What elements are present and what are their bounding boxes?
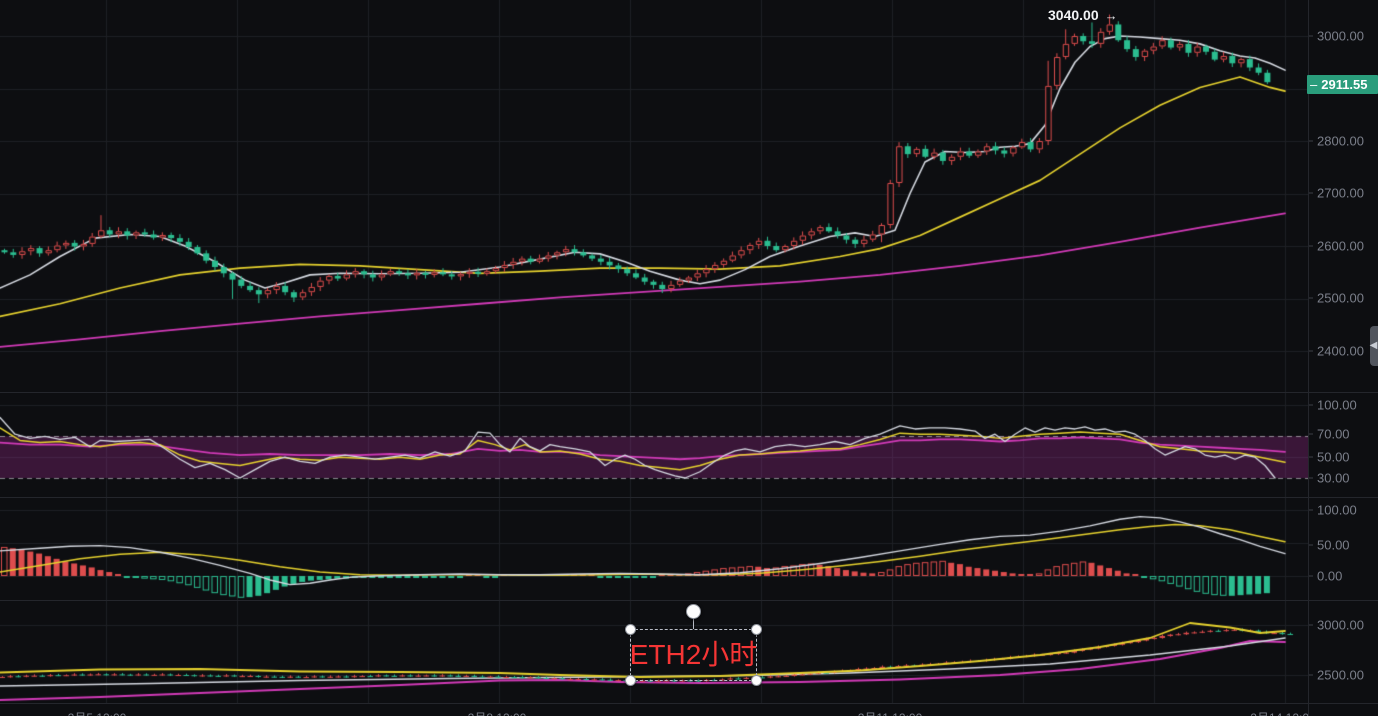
price-axis-label: 2800.00 bbox=[1317, 133, 1364, 149]
panel-separator[interactable] bbox=[0, 600, 1378, 601]
rotation-handle-stem bbox=[693, 615, 694, 629]
macd-panel-canvas[interactable] bbox=[0, 497, 1308, 600]
axis-tick bbox=[1309, 35, 1313, 37]
price-axis-label: 30.00 bbox=[1317, 470, 1350, 486]
time-axis-label: 2月11 12:00 bbox=[858, 709, 923, 716]
axis-panel-toggle[interactable]: ◀ bbox=[1370, 326, 1378, 366]
axis-tick bbox=[1309, 350, 1313, 352]
axis-tick bbox=[1309, 624, 1313, 626]
price-axis-label: 0.00 bbox=[1317, 568, 1343, 584]
time-axis-separator bbox=[0, 703, 1378, 704]
price-badge-tick: – bbox=[1310, 77, 1318, 92]
text-annotation-label[interactable]: ETH2小时 bbox=[629, 639, 758, 670]
price-axis-label: 2600.00 bbox=[1317, 238, 1364, 254]
axis-tick bbox=[1309, 433, 1313, 435]
price-axis-label: 70.00 bbox=[1317, 426, 1350, 442]
price-axis-label: 2500.00 bbox=[1317, 290, 1364, 306]
price-axis-label: 50.00 bbox=[1317, 537, 1350, 553]
selection-handle-top-left[interactable] bbox=[625, 624, 636, 635]
rsi-panel-canvas[interactable] bbox=[0, 392, 1308, 497]
axis-tick bbox=[1309, 140, 1313, 142]
price-axis-separator bbox=[1308, 0, 1309, 716]
axis-tick bbox=[1309, 192, 1313, 194]
price-axis-label: 100.00 bbox=[1317, 397, 1357, 413]
time-axis-label: 2月8 12:00 bbox=[468, 709, 527, 716]
selection-handle-bottom-right[interactable] bbox=[751, 675, 762, 686]
rotation-handle[interactable] bbox=[686, 604, 701, 619]
axis-tick bbox=[1309, 544, 1313, 546]
axis-tick bbox=[1309, 674, 1313, 676]
text-annotation-box[interactable]: ETH2小时 bbox=[630, 629, 757, 681]
axis-tick bbox=[1309, 575, 1313, 577]
chevron-left-icon: ◀ bbox=[1369, 340, 1378, 351]
axis-tick bbox=[1309, 245, 1313, 247]
axis-tick bbox=[1309, 404, 1313, 406]
price-axis-label: 2400.00 bbox=[1317, 343, 1364, 359]
axis-tick bbox=[1309, 456, 1313, 458]
price-axis-label: 100.00 bbox=[1317, 502, 1357, 518]
axis-tick bbox=[1309, 297, 1313, 299]
price-axis-label: 3000.00 bbox=[1317, 617, 1364, 633]
axis-tick bbox=[1309, 509, 1313, 511]
price-axis[interactable]: 3000.00 2800.00 2700.00 2600.00 2500.00 2400.… bbox=[1309, 0, 1378, 703]
main-chart-canvas[interactable] bbox=[0, 0, 1308, 392]
price-axis-label: 2700.00 bbox=[1317, 185, 1364, 201]
price-axis-label: 3000.00 bbox=[1317, 28, 1364, 44]
high-price-value: 3040.00 bbox=[1048, 7, 1099, 23]
current-price-badge: – 2911.55 bbox=[1307, 75, 1378, 94]
current-price-value: 2911.55 bbox=[1321, 77, 1368, 92]
mini-chart-canvas[interactable] bbox=[0, 600, 1308, 703]
time-axis-label: 2月5 12:00 bbox=[68, 709, 127, 716]
high-price-annotation: 3040.00 → bbox=[1048, 7, 1118, 23]
panel-separator[interactable] bbox=[0, 497, 1378, 498]
right-arrow-icon: → bbox=[1104, 7, 1118, 23]
price-axis-label: 2500.00 bbox=[1317, 667, 1364, 683]
axis-tick bbox=[1309, 477, 1313, 479]
time-axis[interactable]: 2月5 12:00 2月8 12:00 2月11 12:00 2月14 12:00 bbox=[0, 704, 1308, 716]
selection-handle-bottom-left[interactable] bbox=[625, 675, 636, 686]
panel-separator[interactable] bbox=[0, 392, 1378, 393]
time-axis-label: 2月14 12:00 bbox=[1250, 709, 1308, 716]
selection-handle-top-right[interactable] bbox=[751, 624, 762, 635]
price-axis-label: 50.00 bbox=[1317, 449, 1350, 465]
